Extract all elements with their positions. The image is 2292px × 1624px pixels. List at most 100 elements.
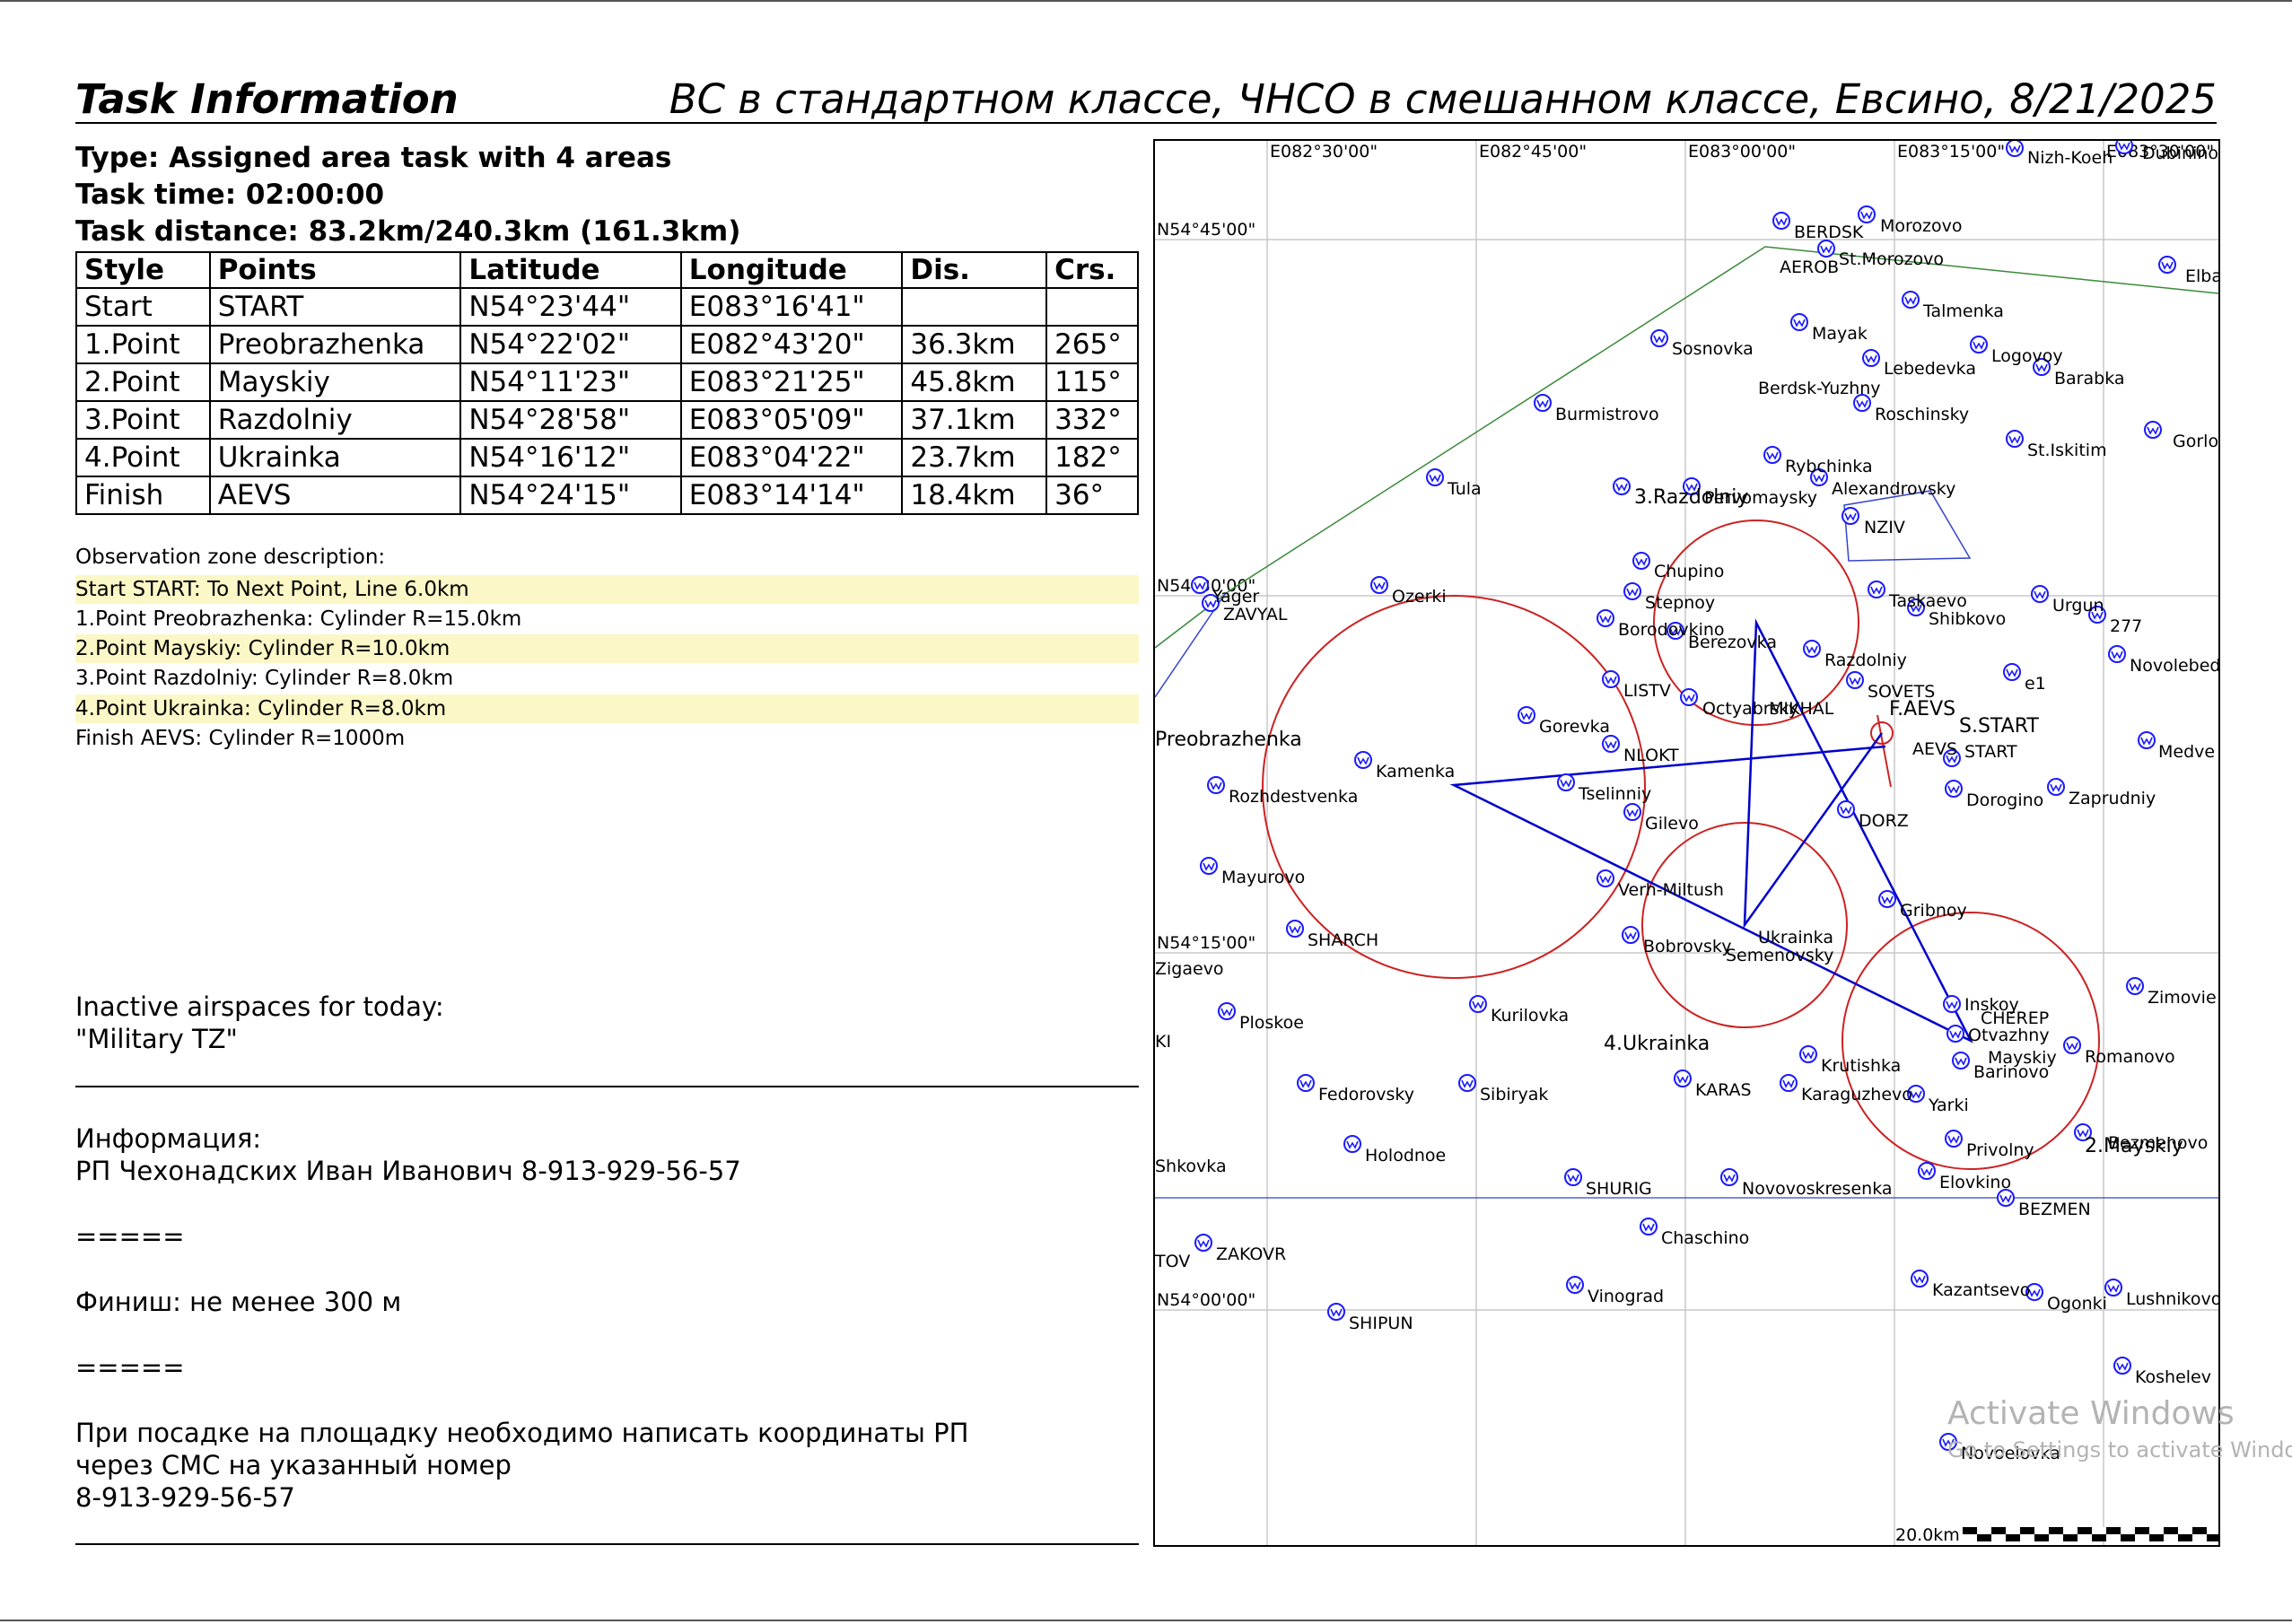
activation-watermark: Activate Windows Go to Settings to activ… bbox=[1947, 1395, 2292, 1462]
waypoint-label: LISTV bbox=[1623, 681, 1671, 701]
scale-label: 20.0km bbox=[1895, 1525, 1960, 1545]
waypoint-icon bbox=[2115, 141, 2133, 154]
waypoint-label: Burmistrovo bbox=[1555, 405, 1659, 424]
task-time: Task time: 02:00:00 bbox=[75, 179, 385, 211]
waypoint-icon bbox=[1997, 1189, 2015, 1207]
waypoint-label: Gribnoy bbox=[1900, 901, 1967, 921]
notes-divider-bottom bbox=[75, 1543, 1139, 1545]
waypoint-label: Yarki bbox=[1928, 1096, 1969, 1115]
scale-segment bbox=[1991, 1527, 2006, 1534]
waypoint-label: Alexandrovsky bbox=[1832, 479, 1955, 499]
waypoint-label: AEROB bbox=[1780, 258, 1839, 277]
airfield-glyph bbox=[1299, 1079, 1312, 1088]
waypoint-label: Shkovka bbox=[1155, 1157, 1227, 1176]
waypoint-label: 4.Ukrainka bbox=[1604, 1033, 1710, 1055]
waypoint-label: Zaprudniy bbox=[2069, 789, 2156, 808]
task-map[interactable]: E082°30'00" E082°45'00" E083°00'00" E083… bbox=[1153, 139, 2220, 1547]
waypoint-label: St.Morozovo bbox=[1839, 249, 1944, 269]
airfield-glyph bbox=[1802, 1051, 1815, 1060]
scale-segment bbox=[2121, 1534, 2135, 1541]
map-grid bbox=[1155, 141, 2218, 1545]
waypoint-icon bbox=[1817, 240, 1835, 258]
scale-segment bbox=[2207, 1534, 2218, 1541]
header-points: Points bbox=[208, 251, 462, 289]
waypoint-icon bbox=[1952, 1052, 1970, 1070]
waypoint-icon bbox=[1200, 857, 1218, 875]
lat-label: N54°00'00" bbox=[1157, 1290, 1255, 1310]
waypoint-label: Sibiryak bbox=[1480, 1085, 1548, 1104]
waypoint-icon bbox=[1772, 212, 1790, 230]
waypoint-label: CHEREP bbox=[1981, 1008, 2049, 1028]
waypoint-label: Ploskoe bbox=[1239, 1013, 1304, 1033]
waypoint-label: Borodovkino bbox=[1618, 620, 1725, 640]
waypoint-icon bbox=[1458, 1074, 1476, 1092]
airfield-glyph bbox=[2034, 590, 2046, 599]
scale-bar: 20.0km bbox=[1895, 1525, 2218, 1545]
waypoint-icon bbox=[1602, 670, 1620, 688]
cell-distance: 37.1km bbox=[901, 400, 1048, 440]
waypoint-label: Elovkino bbox=[1939, 1173, 2011, 1192]
airfield-glyph bbox=[1999, 1194, 2012, 1203]
waypoint-icon bbox=[1650, 329, 1668, 347]
waypoint-icon bbox=[1207, 776, 1225, 794]
waypoint-label: 3.Razdolniy bbox=[1634, 486, 1748, 509]
airfield-glyph bbox=[1870, 586, 1883, 595]
cell-style: 3.Point bbox=[75, 400, 211, 440]
waypoint-icon bbox=[1858, 205, 1876, 223]
airfield-glyph bbox=[2129, 982, 2141, 991]
table-row: Finish AEVS N54°24'15" E083°14'14" 18.4k… bbox=[75, 476, 1139, 515]
airfield-glyph bbox=[1429, 474, 1441, 483]
airfield-glyph bbox=[1569, 1281, 1581, 1290]
waypoint-icon bbox=[1945, 780, 1963, 798]
waypoint-label: DORZ bbox=[1859, 811, 1909, 831]
waypoint-icon bbox=[1632, 552, 1650, 570]
waypoint-label: AEVS bbox=[1912, 739, 1957, 759]
airspace-value: "Military TZ" bbox=[75, 1024, 238, 1054]
waypoint-icon bbox=[1970, 336, 1988, 354]
waypoint-label: NLOKT bbox=[1623, 746, 1679, 765]
airfield-glyph bbox=[1626, 588, 1639, 597]
waypoint-icon bbox=[1597, 609, 1614, 627]
task-route bbox=[1449, 618, 1973, 1043]
waypoint-label: Taskaevo bbox=[1888, 591, 1967, 611]
waypoint-icon bbox=[2025, 1283, 2043, 1301]
lat-label: N54°15'00" bbox=[1157, 933, 1255, 953]
waypoint-label: Fedorovsky bbox=[1318, 1085, 1414, 1104]
waypoint-label: Krutishka bbox=[1821, 1056, 1901, 1076]
lon-label: E082°30'00" bbox=[1270, 142, 1378, 162]
separator-2: ===== bbox=[75, 1352, 185, 1383]
oz-start: Start START: To Next Point, Line 6.0km bbox=[75, 575, 1139, 604]
waypoint-icon bbox=[1945, 1130, 1963, 1148]
cell-distance: 23.7km bbox=[901, 438, 1048, 477]
waypoint-icon bbox=[1837, 800, 1855, 818]
scale-segment bbox=[2063, 1534, 2078, 1541]
landing-note-3: 8-913-929-56-57 bbox=[75, 1482, 295, 1513]
waypoint-icon bbox=[1683, 477, 1701, 495]
waypoint-icon bbox=[1564, 1168, 1582, 1186]
airfield-glyph bbox=[1605, 676, 1617, 685]
airfield-glyph bbox=[2161, 261, 2174, 270]
waypoint-label: ZAKOVR bbox=[1216, 1244, 1286, 1264]
waypoint-label: Stepnoy bbox=[1645, 593, 1715, 613]
task-distance: Task distance: 83.2km/240.3km (161.3km) bbox=[75, 215, 741, 248]
waypoint-label: Dubinino bbox=[2142, 144, 2218, 163]
waypoint-icon bbox=[1911, 1270, 1929, 1288]
cell-distance: 45.8km bbox=[901, 362, 1048, 402]
waypoint-icon bbox=[2047, 778, 2065, 796]
cell-longitude: E083°05'09" bbox=[679, 400, 904, 440]
airfield-glyph bbox=[1775, 217, 1788, 226]
cell-longitude: E083°04'22" bbox=[679, 438, 904, 477]
waypoint-label: Inskoy bbox=[1964, 995, 2019, 1015]
airways bbox=[1155, 246, 2218, 1199]
cell-latitude: N54°11'23" bbox=[459, 362, 682, 402]
map-canvas: E082°30'00" E082°45'00" E083°00'00" E083… bbox=[1155, 141, 2218, 1545]
waypoint-icon bbox=[2033, 358, 2051, 376]
header-latitude: Latitude bbox=[459, 251, 682, 289]
waypoint-label: Octyabrsky bbox=[1702, 699, 1798, 719]
cell-course: 36° bbox=[1045, 476, 1139, 515]
scale-segment bbox=[2192, 1527, 2207, 1534]
contact-line: РП Чехонадских Иван Иванович 8-913-929-5… bbox=[75, 1156, 741, 1186]
waypoint-label: Dorogino bbox=[1966, 790, 2043, 810]
airfield-glyph bbox=[1626, 808, 1639, 817]
airfield-glyph bbox=[2116, 1362, 2129, 1371]
